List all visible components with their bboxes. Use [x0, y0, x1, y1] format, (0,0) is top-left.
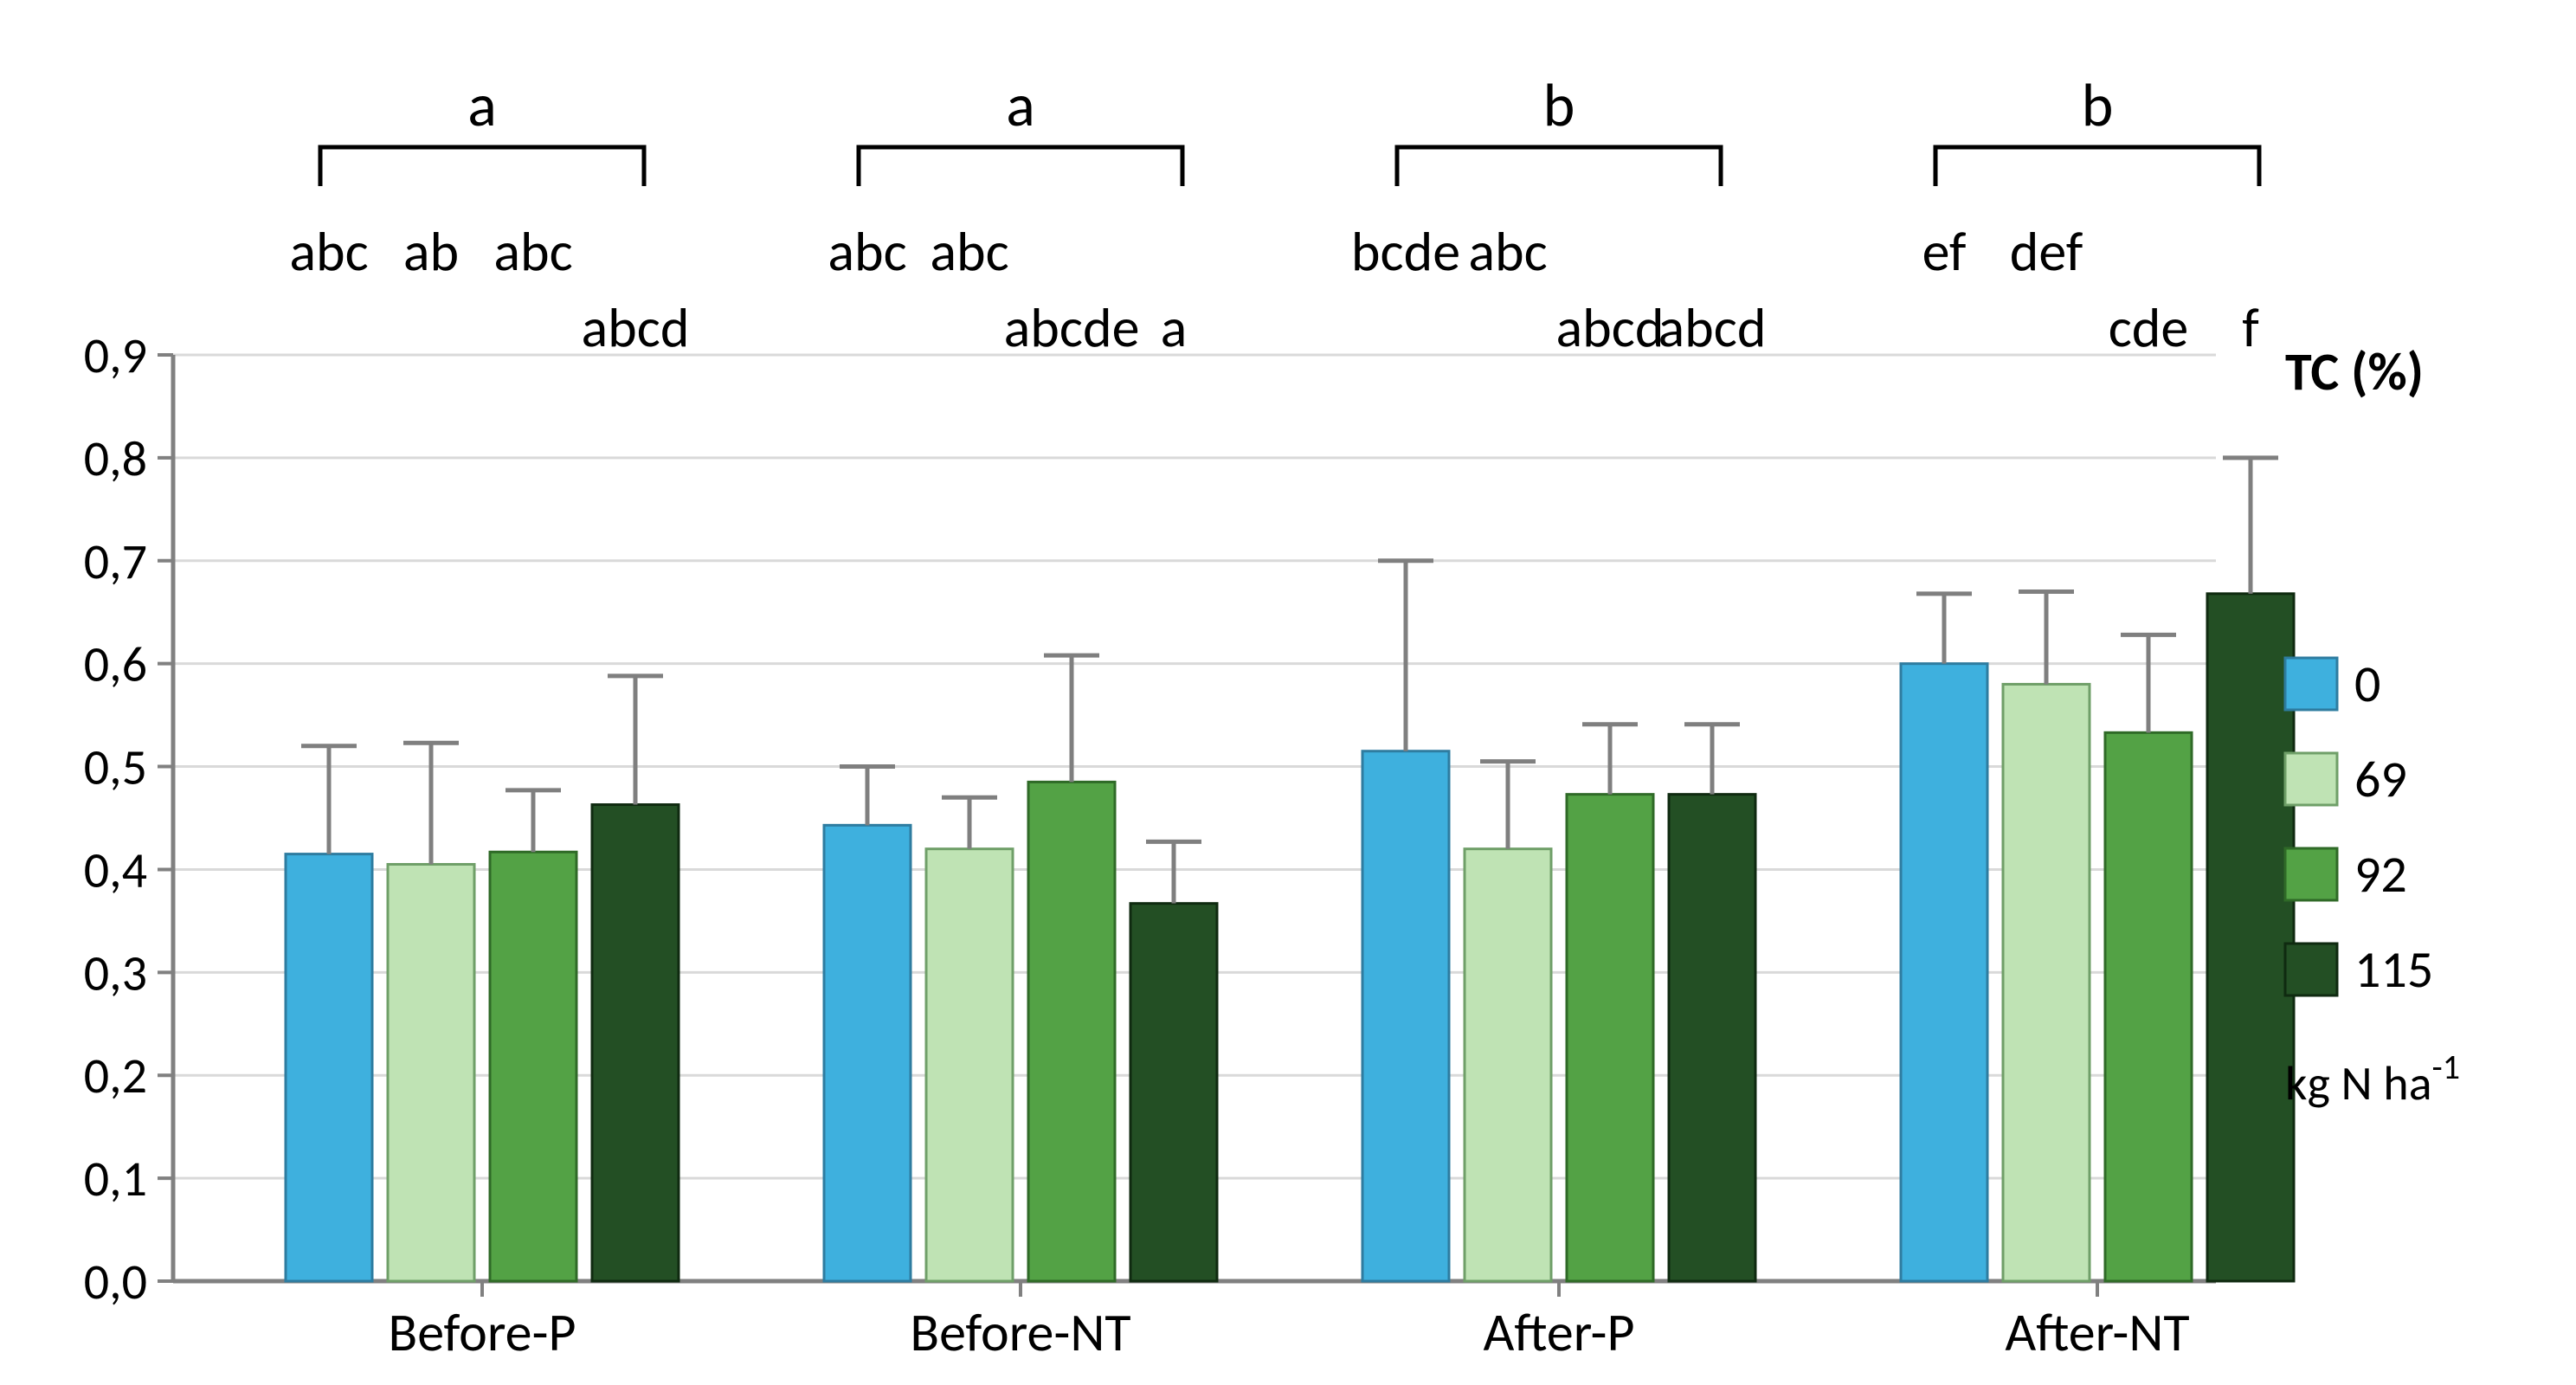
y-tick-label: 0,0 — [84, 1251, 147, 1312]
y-tick-label: 0,2 — [84, 1045, 147, 1106]
significance-letter: abcd — [1658, 294, 1767, 362]
bar — [1362, 751, 1449, 1281]
category-label: Before-P — [389, 1299, 576, 1365]
category-label: After-P — [1483, 1299, 1634, 1365]
chart-container: 0,00,10,20,30,40,50,60,70,80,9Before-Pab… — [0, 0, 2576, 1385]
legend-label: 92 — [2354, 843, 2407, 906]
group-significance-letter: b — [2082, 68, 2114, 142]
y-tick-label: 0,9 — [84, 325, 147, 386]
y-tick-label: 0,6 — [84, 634, 147, 695]
significance-letter: def — [2010, 218, 2083, 286]
chart-title: TC (%) — [2285, 338, 2424, 404]
significance-letter: abcd — [582, 294, 690, 362]
legend-swatch — [2285, 944, 2337, 995]
significance-letter: bcde — [1351, 218, 1460, 286]
group-bracket — [1935, 147, 2259, 186]
group-significance-letter: a — [467, 68, 497, 142]
legend-swatch — [2285, 658, 2337, 710]
bar — [1130, 904, 1217, 1281]
bar — [2105, 732, 2192, 1281]
bar — [926, 849, 1013, 1281]
bar — [592, 805, 679, 1281]
bar — [1567, 795, 1653, 1281]
significance-letter: abc — [493, 218, 572, 286]
bar — [286, 854, 372, 1281]
bar — [388, 865, 474, 1282]
y-tick-label: 0,3 — [84, 942, 147, 1003]
bar — [1465, 849, 1551, 1281]
bar — [1669, 795, 1755, 1281]
significance-letter: abc — [828, 218, 906, 286]
category-label: After-NT — [2005, 1299, 2189, 1365]
significance-letter: abcde — [1004, 294, 1140, 362]
significance-letter: f — [2242, 294, 2259, 362]
group-bracket — [859, 147, 1182, 186]
significance-letter: a — [1161, 294, 1188, 362]
group-significance-letter: b — [1543, 68, 1575, 142]
legend-unit: kg N ha-1 — [2285, 1046, 2460, 1114]
bar — [1028, 782, 1115, 1281]
significance-letter: ab — [403, 218, 459, 286]
y-tick-label: 0,7 — [84, 531, 147, 592]
y-tick-label: 0,4 — [84, 839, 147, 900]
bar-chart: 0,00,10,20,30,40,50,60,70,80,9Before-Pab… — [0, 0, 2576, 1385]
legend-swatch — [2285, 753, 2337, 805]
significance-letter: abc — [1468, 218, 1547, 286]
legend-label: 0 — [2354, 653, 2380, 716]
y-tick-label: 0,8 — [84, 428, 147, 489]
significance-letter: abc — [930, 218, 1008, 286]
significance-letter: abc — [289, 218, 368, 286]
category-label: Before-NT — [910, 1299, 1130, 1365]
legend-label: 69 — [2354, 748, 2407, 811]
group-bracket — [320, 147, 644, 186]
group-bracket — [1397, 147, 1721, 186]
legend-swatch — [2285, 848, 2337, 900]
bar — [1901, 664, 1987, 1281]
bar — [824, 825, 911, 1281]
y-tick-label: 0,1 — [84, 1148, 147, 1209]
bar — [2003, 684, 2090, 1281]
significance-letter: cde — [2109, 294, 2189, 362]
bar — [2207, 594, 2294, 1281]
y-tick-label: 0,5 — [84, 737, 147, 798]
legend-label: 115 — [2354, 938, 2433, 1002]
group-significance-letter: a — [1006, 68, 1035, 142]
significance-letter: ef — [1922, 218, 1967, 286]
bar — [490, 852, 576, 1281]
significance-letter: abcd — [1556, 294, 1665, 362]
